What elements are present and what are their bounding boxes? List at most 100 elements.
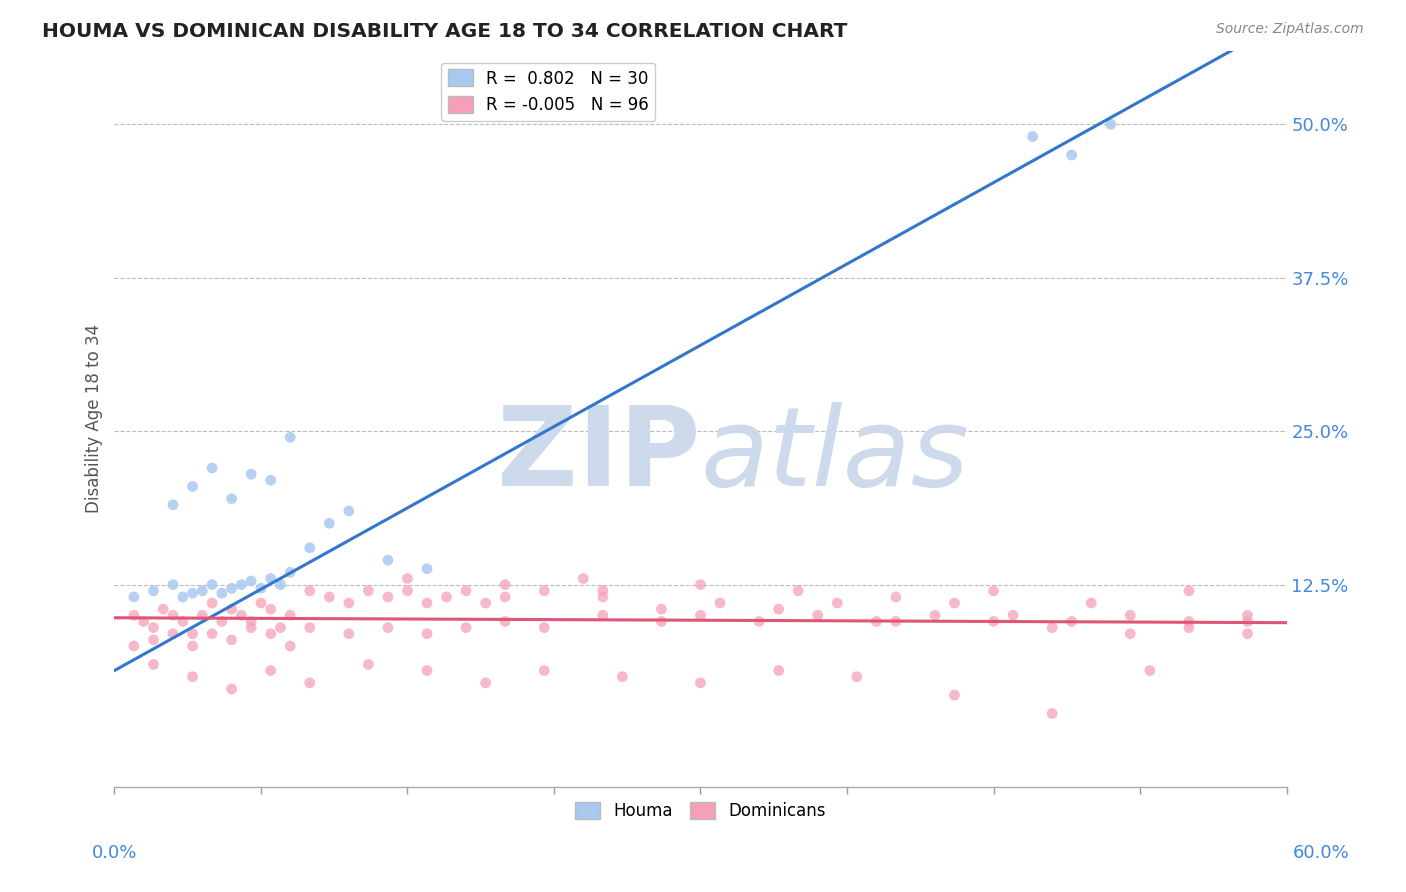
Point <box>454 621 477 635</box>
Point <box>454 583 477 598</box>
Point <box>377 621 399 635</box>
Point <box>592 583 614 598</box>
Point <box>298 676 321 690</box>
Point <box>240 621 263 635</box>
Point <box>201 626 224 640</box>
Point <box>260 473 283 487</box>
Point <box>592 590 614 604</box>
Point <box>1060 615 1083 629</box>
Point <box>278 566 301 580</box>
Point <box>211 615 233 629</box>
Point <box>318 590 340 604</box>
Point <box>231 608 253 623</box>
Point <box>709 596 731 610</box>
Point <box>240 574 263 588</box>
Text: HOUMA VS DOMINICAN DISABILITY AGE 18 TO 34 CORRELATION CHART: HOUMA VS DOMINICAN DISABILITY AGE 18 TO … <box>42 22 848 41</box>
Point <box>337 626 360 640</box>
Point <box>1236 608 1258 623</box>
Point <box>122 590 145 604</box>
Point <box>396 583 419 598</box>
Point <box>260 602 283 616</box>
Point <box>1178 583 1201 598</box>
Point <box>298 541 321 555</box>
Point <box>807 608 830 623</box>
Point <box>162 498 184 512</box>
Point <box>181 670 204 684</box>
Point <box>748 615 770 629</box>
Point <box>983 583 1005 598</box>
Point <box>278 608 301 623</box>
Point <box>1099 117 1122 131</box>
Point <box>494 615 516 629</box>
Point <box>221 681 243 696</box>
Point <box>260 626 283 640</box>
Point <box>337 504 360 518</box>
Point <box>337 596 360 610</box>
Point <box>201 577 224 591</box>
Point <box>924 608 946 623</box>
Point <box>1060 148 1083 162</box>
Point <box>318 516 340 531</box>
Point <box>494 590 516 604</box>
Point <box>181 586 204 600</box>
Point <box>436 590 458 604</box>
Point <box>825 596 848 610</box>
Point <box>191 583 214 598</box>
Point <box>650 615 672 629</box>
Point <box>474 676 496 690</box>
Point <box>122 639 145 653</box>
Point <box>142 632 165 647</box>
Point <box>132 615 155 629</box>
Point <box>592 608 614 623</box>
Point <box>260 572 283 586</box>
Point <box>172 615 194 629</box>
Point <box>1236 615 1258 629</box>
Point <box>181 479 204 493</box>
Point <box>172 590 194 604</box>
Point <box>357 657 380 672</box>
Point <box>1178 621 1201 635</box>
Point <box>416 664 439 678</box>
Point <box>533 583 555 598</box>
Point <box>494 577 516 591</box>
Point <box>943 688 966 702</box>
Point <box>1139 664 1161 678</box>
Point <box>650 602 672 616</box>
Point <box>689 676 711 690</box>
Point <box>768 602 790 616</box>
Point <box>201 461 224 475</box>
Point <box>211 586 233 600</box>
Point <box>181 639 204 653</box>
Point <box>231 577 253 591</box>
Point <box>221 632 243 647</box>
Point <box>221 602 243 616</box>
Point <box>1119 608 1142 623</box>
Point <box>269 577 291 591</box>
Point <box>250 582 273 596</box>
Point <box>884 615 907 629</box>
Point <box>377 553 399 567</box>
Point <box>1236 626 1258 640</box>
Point <box>983 615 1005 629</box>
Point <box>221 491 243 506</box>
Point <box>240 467 263 482</box>
Point <box>533 664 555 678</box>
Point <box>162 608 184 623</box>
Point <box>278 430 301 444</box>
Point <box>260 664 283 678</box>
Point <box>152 602 174 616</box>
Point <box>221 582 243 596</box>
Text: Source: ZipAtlas.com: Source: ZipAtlas.com <box>1216 22 1364 37</box>
Point <box>269 621 291 635</box>
Legend: Houma, Dominicans: Houma, Dominicans <box>568 795 832 827</box>
Point <box>142 621 165 635</box>
Point <box>689 577 711 591</box>
Point <box>142 583 165 598</box>
Point <box>278 639 301 653</box>
Point <box>298 621 321 635</box>
Point <box>572 572 595 586</box>
Point <box>250 596 273 610</box>
Text: ZIP: ZIP <box>498 402 700 509</box>
Point <box>357 583 380 598</box>
Point <box>162 626 184 640</box>
